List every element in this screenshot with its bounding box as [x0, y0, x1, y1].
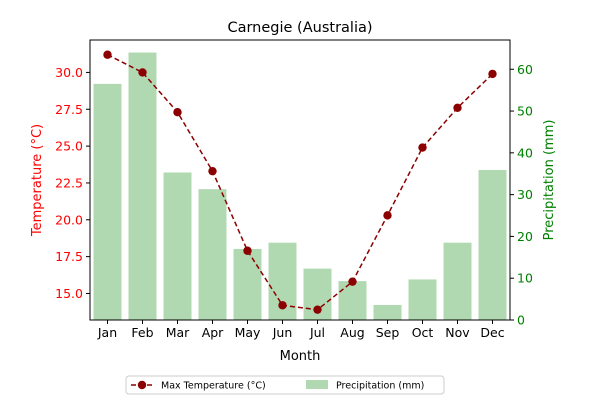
x-tick-label: Dec — [480, 325, 504, 340]
temperature-line — [103, 50, 497, 314]
temperature-point-apr — [208, 166, 217, 176]
legend-box — [125, 375, 445, 395]
x-tick-label: May — [235, 325, 261, 340]
temperature-point-may — [243, 246, 252, 255]
legend-bar-swatch — [306, 380, 328, 389]
left-y-tick-label: 25.0 — [55, 139, 83, 154]
right-y-tick-label: 40 — [517, 145, 533, 160]
left-y-tick-label: 22.5 — [55, 175, 83, 190]
temperature-point-sep — [383, 211, 392, 220]
plot-frame — [89, 39, 511, 321]
left-y-tick-label: 15.0 — [55, 286, 83, 301]
precipitation-bar-nov — [443, 242, 472, 320]
temperature-point-mar — [173, 108, 182, 117]
x-tick-label: Sep — [376, 325, 400, 340]
temperature-line-path — [107, 54, 494, 311]
precipitation-bar-aug — [338, 281, 367, 320]
right-y-tick-label: 30 — [517, 187, 533, 202]
x-axis: Jan Feb Mar Apr May Jun Jul Aug Sep Oct Nov Dec — [97, 320, 505, 340]
legend-label-precipitation: Precipitation (mm) — [336, 381, 424, 392]
x-tick-label: Nov — [445, 325, 470, 340]
legend-marker-swatch — [137, 380, 147, 390]
temperature-point-jun — [278, 301, 287, 310]
left-y-tick-label: 30.0 — [55, 65, 83, 80]
chart-title: Carnegie (Australia) — [227, 20, 372, 36]
x-tick-label: Jan — [97, 325, 117, 340]
x-tick-label: Oct — [412, 325, 434, 340]
right-y-axis: 0 10 20 30 40 50 60 — [510, 62, 533, 328]
x-tick-label: Aug — [340, 325, 364, 340]
right-y-tick-label: 10 — [517, 271, 533, 286]
right-y-tick-label: 0 — [517, 313, 525, 328]
left-y-axis-label: Temperature (°C) — [30, 124, 45, 237]
temperature-point-aug — [348, 277, 357, 286]
temperature-point-nov — [453, 103, 462, 112]
right-y-tick-label: 50 — [517, 104, 533, 119]
temperature-point-oct — [418, 143, 427, 152]
x-tick-label: Jul — [309, 325, 325, 340]
precipitation-bar-dec — [478, 169, 507, 320]
right-y-tick-label: 20 — [517, 229, 533, 244]
legend: Max Temperature (°C) Precipitation (mm) — [125, 375, 445, 395]
left-y-tick-label: 17.5 — [55, 249, 83, 264]
precipitation-bar-oct — [408, 279, 437, 320]
precipitation-bar-apr — [198, 189, 227, 320]
right-y-tick-label: 60 — [517, 62, 533, 77]
precipitation-bar-sep — [373, 304, 402, 320]
x-axis-label: Month — [280, 349, 321, 364]
precipitation-bar-may — [233, 248, 262, 320]
x-tick-label: Mar — [166, 325, 190, 340]
temperature-point-feb — [138, 68, 147, 77]
left-y-axis: 15.0 17.5 20.0 22.5 25.0 27.5 30.0 — [55, 65, 90, 301]
precipitation-bar-feb — [128, 52, 157, 320]
precipitation-bars — [93, 52, 507, 320]
legend-label-temperature: Max Temperature (°C) — [161, 381, 266, 392]
precipitation-bar-jan — [93, 83, 122, 320]
temperature-point-jul — [313, 305, 322, 314]
temperature-point-dec — [488, 69, 497, 79]
temperature-point-jan — [103, 50, 112, 59]
x-tick-label: Apr — [202, 325, 224, 340]
x-tick-label: Jun — [272, 325, 293, 340]
precipitation-bar-mar — [163, 172, 192, 320]
right-y-axis-label: Precipitation (mm) — [542, 120, 557, 241]
left-y-tick-label: 27.5 — [55, 102, 83, 117]
x-tick-label: Feb — [131, 325, 153, 340]
left-y-tick-label: 20.0 — [55, 212, 83, 227]
